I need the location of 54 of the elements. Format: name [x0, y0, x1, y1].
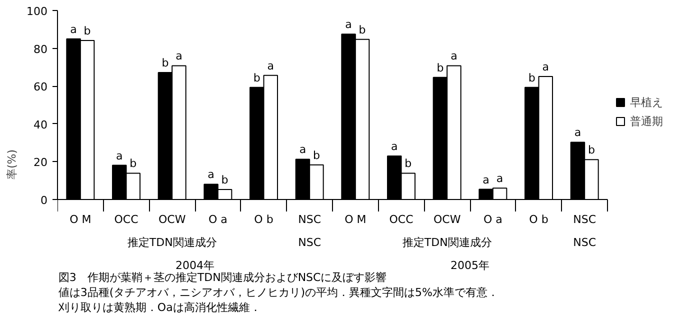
- data-label: b: [436, 61, 444, 74]
- data-label: b: [588, 144, 595, 157]
- data-label: b: [221, 173, 228, 186]
- data-label: a: [391, 140, 398, 154]
- data-label: b: [358, 23, 366, 36]
- x-tick-label: O M: [344, 213, 366, 226]
- data-label: a: [116, 149, 123, 162]
- data-label: a: [176, 50, 182, 63]
- x-tick-label: O a: [208, 213, 228, 226]
- y-tick-label: 20: [34, 156, 48, 170]
- y-axis-title: 率(%): [6, 149, 19, 180]
- x-tick-label: O M: [70, 213, 92, 226]
- data-label: a: [542, 60, 550, 74]
- caption: 図3 作期が葉鞘＋茎の推定TDN関連成分およびNSCに及ぼす影響: [58, 271, 387, 284]
- x-tick-label: O b: [254, 213, 274, 226]
- data-label: b: [312, 148, 320, 162]
- y-tick-label: 0: [40, 194, 48, 207]
- data-label: b: [130, 157, 137, 170]
- data-label: b: [528, 71, 536, 84]
- text: 推定TDN関連成分: [402, 236, 492, 249]
- data-label: b: [84, 24, 91, 38]
- x-tick-label: OCW: [433, 213, 461, 226]
- data-label: a: [345, 18, 352, 32]
- data-label: b: [253, 71, 260, 84]
- y-tick-label: 40: [34, 118, 48, 132]
- text: 推定TDN関連成分: [127, 236, 217, 249]
- text: 値は3品種(タチアオバ，ニシアオバ，ヒノヒカリ)の平均．異種文字間は5%水準で有意．: [58, 286, 498, 299]
- data-label: a: [496, 172, 504, 186]
- y-tick-label: 80: [34, 42, 48, 56]
- text: 刈り取りは黄熟期．Oaは高消化性繊維．: [57, 301, 261, 314]
- data-label: a: [208, 168, 214, 182]
- legend-label: 普通期: [630, 114, 663, 128]
- x-tick-label: OCW: [158, 213, 186, 226]
- x-tick-label: O a: [483, 213, 502, 226]
- data-label: a: [574, 126, 582, 140]
- data-label: a: [450, 50, 458, 63]
- text: 2004年: [176, 259, 215, 272]
- data-label: a: [70, 22, 77, 36]
- data-label: a: [299, 143, 306, 156]
- text: 2005年: [450, 259, 490, 272]
- y-tick-label: 100: [26, 5, 48, 18]
- y-tick-label: 60: [34, 80, 48, 94]
- data-label: a: [267, 59, 274, 72]
- x-tick-label: NSC: [298, 213, 322, 226]
- data-label: a: [482, 173, 490, 186]
- data-label: b: [162, 56, 169, 70]
- text: NSC: [298, 236, 322, 249]
- text: NSC: [573, 236, 596, 249]
- x-tick-label: OCC: [114, 213, 139, 226]
- data-label: b: [404, 157, 412, 170]
- x-tick-label: NSC: [573, 213, 596, 226]
- x-tick-label: OCC: [389, 213, 414, 226]
- legend-label: 早植え: [630, 94, 663, 110]
- x-tick-label: O b: [529, 213, 548, 226]
